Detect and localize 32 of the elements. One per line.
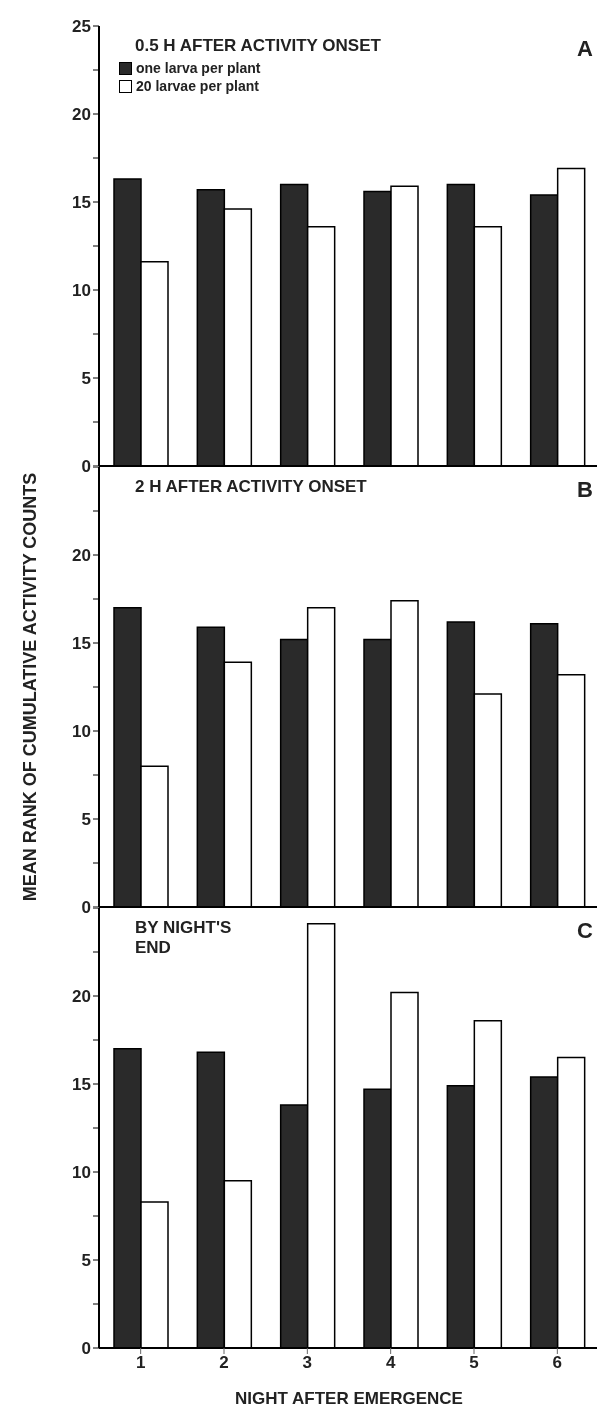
text: 2 H AFTER ACTIVITY ONSET (135, 477, 367, 497)
y-tick-label: 0 (81, 457, 91, 477)
x-tick-label: 3 (302, 1353, 313, 1373)
x-tick-label: 2 (219, 1353, 229, 1373)
text: 0.5 H AFTER ACTIVITY ONSET (135, 36, 381, 56)
y-tick-label: 15 (72, 1075, 91, 1095)
y-tick-label: 10 (72, 722, 91, 742)
y-axis-title: MEAN RANK OF CUMULATIVE ACTIVITY COUNTS (19, 472, 41, 902)
y-tick-label: 20 (72, 987, 91, 1007)
annotation: C (577, 918, 593, 944)
x-tick-label: 6 (552, 1353, 563, 1373)
y-tick-label: 20 (72, 105, 91, 125)
y-tick-label: 20 (72, 546, 91, 566)
y-tick-label: 15 (72, 634, 91, 654)
y-tick-label: 0 (81, 898, 91, 918)
x-tick-label: 1 (135, 1353, 146, 1373)
legend-label: one larva per plant (136, 60, 261, 76)
y-tick-label: 15 (72, 193, 91, 213)
text: BY NIGHT'S END (135, 918, 233, 958)
y-tick-label: 5 (81, 1251, 91, 1271)
y-tick-label: 10 (72, 1163, 91, 1183)
x-tick-label: 5 (469, 1353, 479, 1373)
y-tick-label: 0 (81, 1339, 91, 1359)
legend-label: 20 larvae per plant (136, 78, 259, 94)
y-tick-label: 25 (72, 17, 91, 37)
annotation: A (577, 36, 593, 62)
x-tick-label: 4 (385, 1353, 396, 1373)
annotation: B (577, 477, 593, 503)
y-tick-label: 10 (72, 281, 91, 301)
x-axis-title: NIGHT AFTER EMERGENCE (235, 1389, 463, 1408)
y-tick-label: 5 (81, 369, 91, 389)
y-tick-label: 5 (81, 810, 91, 830)
